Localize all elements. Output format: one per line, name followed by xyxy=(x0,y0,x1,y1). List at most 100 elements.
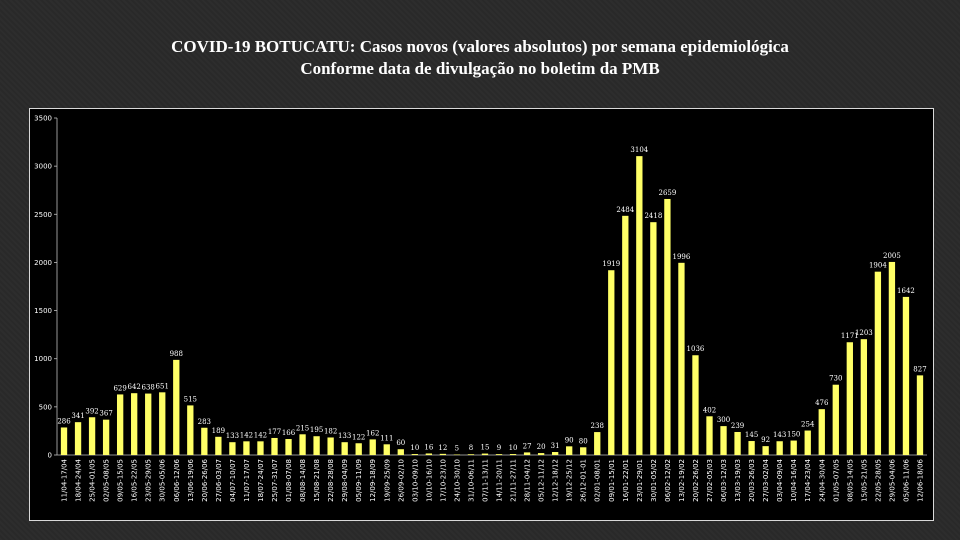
x-tick-label: 12/09-18/09 xyxy=(369,459,377,502)
bar xyxy=(453,454,461,456)
bar xyxy=(748,441,755,455)
bar xyxy=(566,446,573,455)
bar xyxy=(832,384,839,455)
x-tick-label: 20/06-26/06 xyxy=(201,458,209,501)
bar xyxy=(762,446,769,455)
data-label: 2005 xyxy=(883,252,901,260)
x-tick-label: 24/04-30/04 xyxy=(818,458,826,501)
data-label: 189 xyxy=(212,427,225,435)
bar xyxy=(720,426,727,455)
data-label: 651 xyxy=(156,382,169,390)
data-label: 142 xyxy=(254,431,267,439)
x-tick-label: 30/05-05/06 xyxy=(159,458,167,501)
bar xyxy=(159,392,166,455)
x-tick-label: 31/10-06/11 xyxy=(467,459,475,502)
bar xyxy=(495,454,503,455)
bar xyxy=(692,355,699,455)
data-label: 1203 xyxy=(855,329,873,337)
x-tick-label: 29/08-04/09 xyxy=(341,459,349,502)
data-label: 2418 xyxy=(644,212,662,220)
bar xyxy=(215,436,222,455)
bar xyxy=(537,453,545,455)
x-tick-label: 01/08-07/08 xyxy=(285,459,293,502)
bar xyxy=(243,441,250,455)
data-label: 12 xyxy=(438,444,447,452)
data-label: 2484 xyxy=(616,206,634,214)
data-label: 215 xyxy=(296,424,309,432)
x-tick-label: 23/05-29/05 xyxy=(145,459,153,502)
data-label: 239 xyxy=(731,422,744,430)
data-label: 3104 xyxy=(630,146,648,154)
y-tick-label: 3000 xyxy=(34,163,52,171)
y-tick-label: 2500 xyxy=(34,211,52,219)
x-tick-label: 30/01-05/02 xyxy=(650,459,658,502)
bar xyxy=(60,427,68,455)
x-tick-label: 15/08-21/08 xyxy=(313,459,321,502)
x-tick-label: 25/07-31/07 xyxy=(271,459,279,502)
x-tick-label: 09/05-15/05 xyxy=(117,459,125,502)
data-label: 1036 xyxy=(687,345,705,353)
bar xyxy=(145,393,152,455)
y-tick-label: 2000 xyxy=(34,259,52,267)
x-tick-label: 12/12-18/12 xyxy=(552,459,560,502)
bar xyxy=(523,452,531,455)
chart-area: 0 500 1000 1500 2000 2500 3000 3500 286 11/04-17/… xyxy=(29,108,934,521)
data-label: 1996 xyxy=(673,253,691,261)
x-tick-label: 09/01-15/01 xyxy=(608,459,616,502)
x-tick-label: 02/05-08/05 xyxy=(103,459,111,502)
bar xyxy=(902,296,910,455)
bar xyxy=(201,427,208,455)
data-label: 988 xyxy=(170,350,183,358)
x-tick-label: 12/06-18/06 xyxy=(916,458,924,501)
bar xyxy=(271,437,278,455)
bar xyxy=(131,393,138,455)
x-tick-label: 16/01-22/01 xyxy=(622,459,630,502)
bar xyxy=(734,431,741,455)
y-tick-label: 3500 xyxy=(34,115,52,123)
x-tick-label: 08/08-14/08 xyxy=(299,459,307,502)
bar xyxy=(173,359,180,455)
data-label: 1919 xyxy=(602,260,620,268)
data-label: 9 xyxy=(497,444,501,452)
x-tick-label: 26/12-01-01 xyxy=(580,459,588,502)
bar xyxy=(804,430,811,455)
bar xyxy=(678,262,685,455)
data-label: 286 xyxy=(57,417,71,425)
data-label: 27 xyxy=(523,442,532,450)
data-label: 629 xyxy=(113,384,126,392)
bar xyxy=(874,271,882,455)
bar xyxy=(551,452,559,455)
y-tick-label: 1500 xyxy=(34,307,52,315)
x-tick-label: 13/06-19/06 xyxy=(187,458,195,501)
bar xyxy=(790,440,797,455)
bar-chart: 0 500 1000 1500 2000 2500 3000 3500 286 11/04-17/… xyxy=(34,115,927,502)
bar xyxy=(860,339,868,455)
bar xyxy=(622,215,629,455)
x-tick-label: 18/04-24/04 xyxy=(75,458,83,501)
bar xyxy=(425,453,433,455)
data-label: 283 xyxy=(198,418,211,426)
data-label: 476 xyxy=(815,399,829,407)
bar xyxy=(369,439,376,455)
data-label: 60 xyxy=(396,439,405,447)
x-tick-label: 05/06-11/06 xyxy=(902,458,910,501)
bar xyxy=(116,394,124,455)
bar xyxy=(439,453,447,455)
bar xyxy=(285,439,292,455)
data-label: 177 xyxy=(268,428,281,436)
data-label: 1904 xyxy=(869,262,887,270)
x-tick-label: 19/12-25/12 xyxy=(566,459,574,502)
bar xyxy=(313,436,320,455)
data-label: 15 xyxy=(481,444,490,452)
x-tick-label: 03/10-09/10 xyxy=(411,459,419,502)
y-tick-label: 500 xyxy=(39,403,52,411)
bar xyxy=(257,441,264,455)
data-label: 2659 xyxy=(658,189,676,197)
x-tick-label: 01/05-07/05 xyxy=(832,459,840,502)
x-tick-label: 10/10-16/10 xyxy=(425,459,433,502)
data-label: 402 xyxy=(703,406,716,414)
x-tick-label: 17/04-23/04 xyxy=(804,458,812,501)
x-tick-label: 27/03-02/04 xyxy=(762,458,770,501)
x-tick-label: 06/06-12/06 xyxy=(173,458,181,501)
x-tick-label: 04/07-10/07 xyxy=(229,459,237,502)
